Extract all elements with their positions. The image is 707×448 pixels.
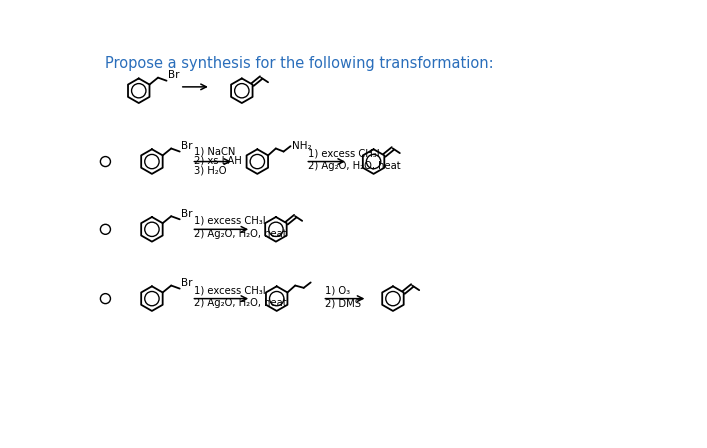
Text: 2) Ag₂O, H₂O, heat: 2) Ag₂O, H₂O, heat bbox=[194, 229, 286, 239]
Text: Br: Br bbox=[168, 70, 180, 80]
Text: 1) O₃: 1) O₃ bbox=[325, 285, 350, 295]
Text: 2) DMS: 2) DMS bbox=[325, 298, 361, 308]
Text: 2) Ag₂O, H₂O, heat: 2) Ag₂O, H₂O, heat bbox=[308, 161, 400, 171]
Text: 1) excess CH₃I: 1) excess CH₃I bbox=[308, 148, 380, 158]
Text: Propose a synthesis for the following transformation:: Propose a synthesis for the following tr… bbox=[105, 56, 494, 71]
Text: NH₂: NH₂ bbox=[292, 141, 312, 151]
Text: 3) H₂O: 3) H₂O bbox=[194, 165, 226, 175]
Text: 2) Ag₂O, H₂O, heat: 2) Ag₂O, H₂O, heat bbox=[194, 298, 286, 308]
Text: 1) NaCN: 1) NaCN bbox=[194, 146, 235, 156]
Text: Br: Br bbox=[181, 208, 193, 219]
Text: 1) excess CH₃I: 1) excess CH₃I bbox=[194, 216, 265, 226]
Text: 2) xs LAH: 2) xs LAH bbox=[194, 156, 242, 166]
Text: Br: Br bbox=[181, 141, 193, 151]
Text: 1) excess CH₃I: 1) excess CH₃I bbox=[194, 285, 265, 295]
Text: Br: Br bbox=[181, 278, 193, 288]
